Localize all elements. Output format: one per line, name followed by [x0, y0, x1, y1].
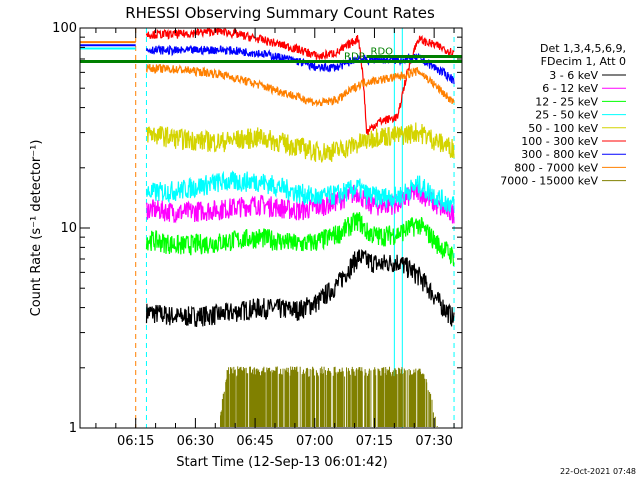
legend-item-300-800-kev: 300 - 800 keV: [521, 148, 598, 161]
x-tick-label: 07:00: [296, 434, 333, 449]
x-tick-label: 06:15: [117, 434, 154, 449]
annotation-label: RDR: [344, 51, 366, 62]
series-trace: [145, 27, 455, 135]
legend-item-800-7000-kev: 800 - 7000 keV: [514, 161, 598, 174]
x-axis-label: Start Time (12-Sep-13 06:01:42): [176, 455, 387, 470]
series-trace: [145, 63, 455, 108]
x-tick-label: 06:45: [236, 434, 273, 449]
series-25-50-kev: [145, 169, 455, 213]
chart-title: RHESSI Observing Summary Count Rates: [125, 4, 435, 22]
x-axis: 06:15 06:30 06:45 07:00 07:15 07:30: [95, 28, 455, 449]
legend-item-12-25-kev: 12 - 25 keV: [535, 95, 598, 108]
y-axis-label: Count Rate (s⁻¹ detector⁻¹): [29, 140, 44, 317]
y-tick-label: 1: [69, 421, 77, 436]
x-tick-label: 07:15: [356, 434, 393, 449]
annotation-rdo: RDO: [366, 47, 462, 59]
series-trace: [145, 249, 455, 327]
series-trace: [145, 169, 455, 213]
y-tick-label: 10: [60, 221, 77, 236]
series-100-300-kev: [145, 27, 455, 135]
annotation-rdr: RDR: [80, 51, 462, 63]
series-800-7000-kev: [145, 63, 455, 108]
annotation-label: RDO: [371, 47, 394, 58]
series-trace: [220, 366, 438, 427]
x-tick-label: 06:30: [177, 434, 214, 449]
y-axis: 1 10 100: [52, 21, 462, 436]
series-7000-15000-kev: [220, 366, 438, 427]
plot-annotations: RDO RDR: [80, 47, 462, 63]
y-tick-label: 100: [52, 21, 77, 36]
legend-header-line: FDecim 1, Att 0: [541, 55, 626, 68]
legend: Det 1,3,4,5,6,9,FDecim 1, Att 03 - 6 keV…: [500, 42, 626, 188]
legend-item-25-50-kev: 25 - 50 keV: [535, 109, 598, 122]
x-tick-label: 07:30: [415, 434, 452, 449]
legend-item-100-300-kev: 100 - 300 keV: [521, 135, 598, 148]
series-trace: [145, 212, 455, 267]
footer-date: 22-Oct-2021 07:48: [560, 467, 636, 476]
legend-header-line: Det 1,3,4,5,6,9,: [540, 42, 626, 55]
series-3-6-kev: [145, 249, 455, 327]
series-trace: [145, 122, 455, 163]
legend-item-50-100-kev: 50 - 100 keV: [528, 122, 598, 135]
series-50-100-kev: [145, 122, 455, 163]
legend-item-7000-15000-kev: 7000 - 15000 keV: [500, 175, 598, 188]
series-12-25-kev: [145, 212, 455, 267]
legend-item-3-6-kev: 3 - 6 keV: [549, 69, 598, 82]
legend-item-6-12-kev: 6 - 12 keV: [542, 82, 598, 95]
